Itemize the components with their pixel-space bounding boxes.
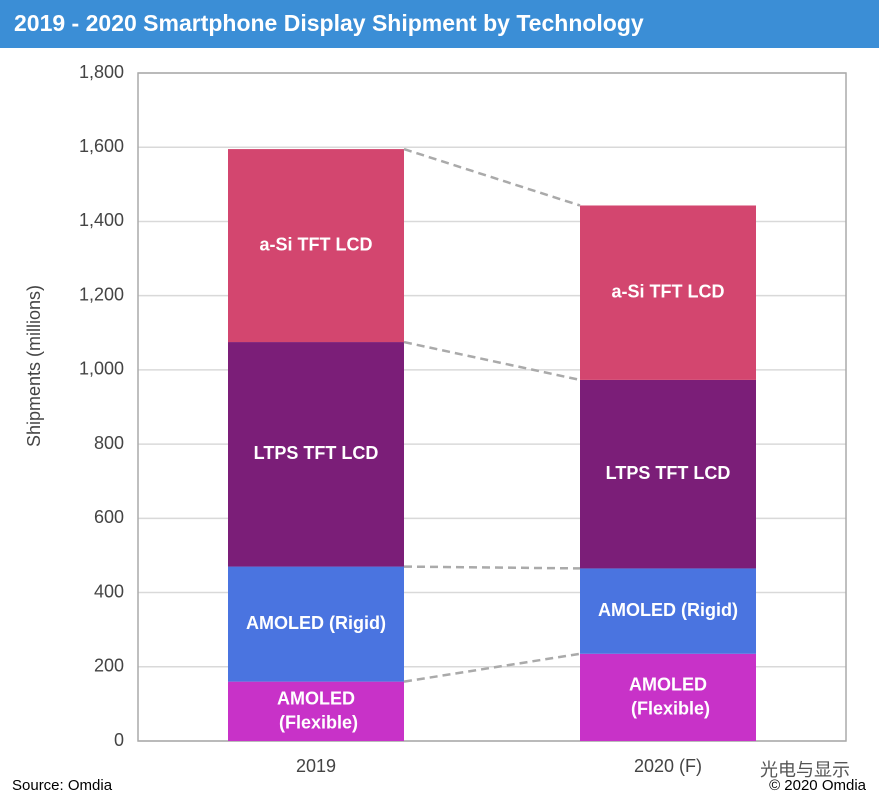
y-tick-label: 800	[94, 433, 124, 453]
segment-label: AMOLED (Flexible)	[274, 688, 358, 732]
segment-label: a-Si TFT LCD	[260, 234, 373, 254]
y-tick-label: 400	[94, 581, 124, 601]
y-tick-label: 200	[94, 656, 124, 676]
y-tick-label: 0	[114, 730, 124, 750]
segment-label: LTPS TFT LCD	[254, 443, 379, 463]
bar-segment	[580, 379, 756, 569]
segment-label: AMOLED (Flexible)	[626, 674, 710, 718]
y-tick-label: 600	[94, 507, 124, 527]
copyright: © 2020 Omdia	[769, 777, 867, 794]
y-tick-label: 1,800	[79, 62, 124, 82]
bar-segment	[228, 566, 404, 682]
y-tick-label: 1,400	[79, 210, 124, 230]
segment-label: AMOLED (Rigid)	[246, 613, 386, 633]
bar-segment	[228, 342, 404, 567]
y-axis-label: Shipments (millions)	[24, 285, 44, 447]
connector	[403, 565, 581, 570]
bar-segment	[580, 653, 756, 741]
y-tick-label: 1,200	[79, 284, 124, 304]
y-tick-label: 1,000	[79, 359, 124, 379]
bar-segment	[580, 568, 756, 654]
x-tick-label: 2019	[296, 756, 336, 776]
bar-segment	[228, 681, 404, 741]
source: Source: Omdia	[12, 777, 113, 794]
watermark: 光电与显示	[760, 760, 850, 780]
bar-segment	[580, 205, 756, 380]
segment-label: a-Si TFT LCD	[612, 281, 725, 301]
segment-label: AMOLED (Rigid)	[598, 600, 738, 620]
plot-border	[137, 72, 847, 742]
x-tick-label: 2020 (F)	[634, 756, 702, 776]
connector	[403, 340, 581, 382]
segment-label: LTPS TFT LCD	[606, 463, 731, 483]
chart-title: 2019 - 2020 Smartphone Display Shipment …	[14, 10, 644, 36]
connector	[403, 147, 581, 207]
connector	[403, 652, 581, 683]
title-bar	[0, 0, 879, 48]
y-tick-label: 1,600	[79, 136, 124, 156]
bar-segment	[228, 149, 404, 343]
